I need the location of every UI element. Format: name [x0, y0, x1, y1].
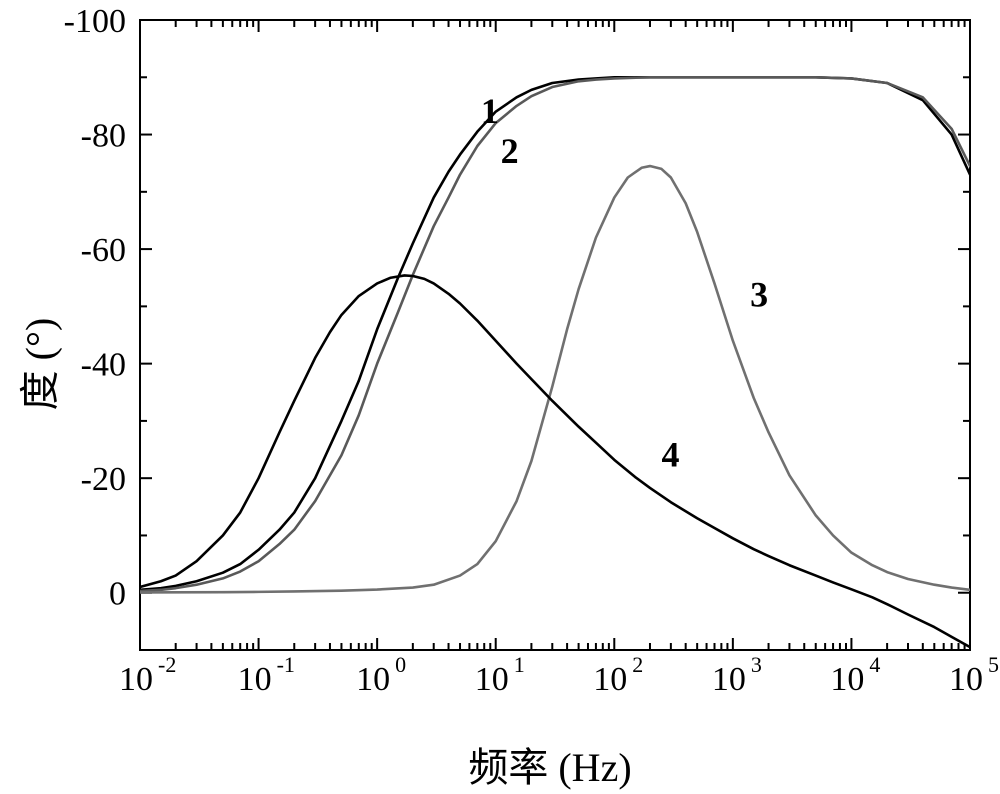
series-group: [140, 77, 970, 647]
series-label-4: 4: [661, 435, 679, 475]
y-tick-label: -40: [81, 347, 126, 384]
series-label-1: 1: [481, 91, 499, 131]
svg-text:2: 2: [632, 652, 643, 677]
bode-phase-chart: 0-20-40-60-80-10010-210-1100101102103104…: [0, 0, 1000, 794]
y-tick-label: -60: [81, 232, 126, 269]
series-1: [140, 77, 970, 590]
svg-text:10: 10: [830, 661, 864, 698]
chart-svg: 0-20-40-60-80-10010-210-1100101102103104…: [0, 0, 1000, 794]
series-label-3: 3: [750, 274, 768, 314]
svg-text:-1: -1: [277, 652, 295, 677]
x-tick-label: 100: [356, 652, 406, 698]
series-label-2: 2: [501, 131, 519, 171]
svg-text:10: 10: [712, 661, 746, 698]
x-tick-label: 103: [712, 652, 762, 698]
svg-text:0: 0: [395, 652, 406, 677]
x-tick-label: 104: [830, 652, 880, 698]
series-3: [140, 166, 970, 592]
svg-text:10: 10: [593, 661, 627, 698]
x-tick-label: 10-2: [119, 652, 176, 698]
svg-text:-2: -2: [158, 652, 176, 677]
svg-text:4: 4: [869, 652, 880, 677]
svg-text:10: 10: [356, 661, 390, 698]
x-tick-label: 105: [949, 652, 999, 698]
svg-text:5: 5: [988, 652, 999, 677]
svg-text:10: 10: [949, 661, 983, 698]
y-tick-label: -100: [64, 3, 126, 40]
y-tick-label: 0: [109, 576, 126, 613]
svg-text:1: 1: [514, 652, 525, 677]
svg-text:10: 10: [475, 661, 509, 698]
svg-text:10: 10: [238, 661, 272, 698]
x-tick-label: 101: [475, 652, 525, 698]
x-tick-label: 10-1: [238, 652, 295, 698]
svg-text:10: 10: [119, 661, 153, 698]
x-tick-label: 102: [593, 652, 643, 698]
svg-text:3: 3: [751, 652, 762, 677]
y-tick-label: -80: [81, 118, 126, 155]
series-2: [140, 77, 970, 591]
y-tick-label: -20: [81, 461, 126, 498]
